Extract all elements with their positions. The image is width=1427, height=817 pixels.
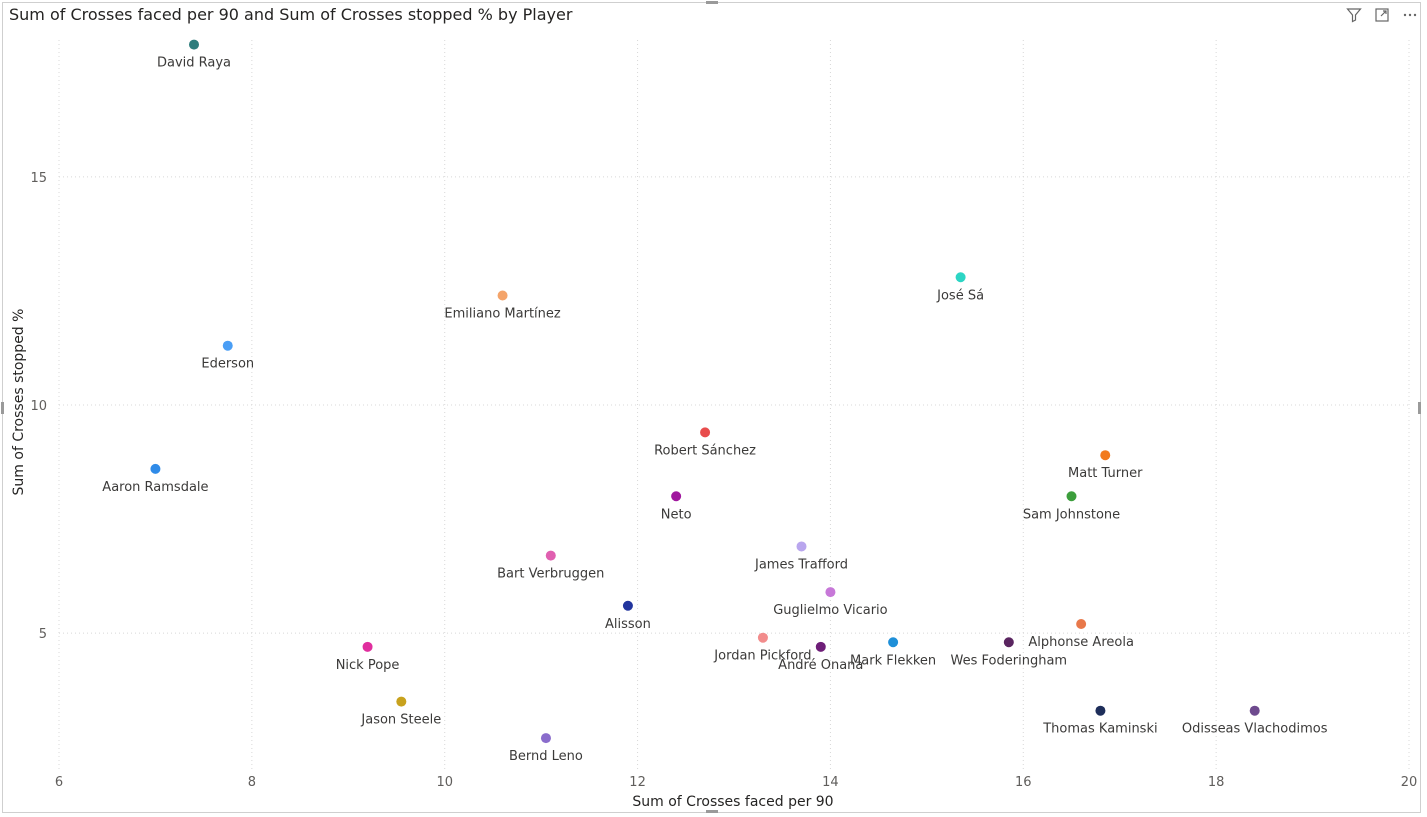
data-point-marker[interactable] <box>1066 491 1077 502</box>
data-point[interactable]: David Raya <box>157 39 231 71</box>
data-point-marker[interactable] <box>396 696 407 707</box>
y-tick-label: 10 <box>30 399 47 414</box>
data-point-label: José Sá <box>936 288 984 303</box>
data-point-label: Jordan Pickford <box>713 649 811 664</box>
data-point-label: Emiliano Martínez <box>444 307 560 322</box>
data-point-marker[interactable] <box>796 541 807 552</box>
focus-mode-icon[interactable] <box>1373 6 1391 24</box>
data-point-label: Matt Turner <box>1068 466 1143 481</box>
data-point-label: Aaron Ramsdale <box>102 480 208 495</box>
data-point-label: Alphonse Areola <box>1028 635 1134 650</box>
data-point[interactable]: José Sá <box>936 272 984 303</box>
data-point-marker[interactable] <box>757 632 768 643</box>
data-point[interactable]: Jordan Pickford <box>713 632 812 664</box>
data-point[interactable]: Ederson <box>201 340 254 372</box>
resize-handle-right[interactable] <box>1418 402 1421 414</box>
visual-header-icons <box>1345 6 1419 24</box>
data-point[interactable]: Wes Foderingham <box>951 637 1068 668</box>
data-point-label: Guglielmo Vicario <box>773 603 887 618</box>
resize-handle-left[interactable] <box>1 402 4 414</box>
data-point-label: Mark Flekken <box>850 653 936 668</box>
x-tick-label: 12 <box>629 775 646 790</box>
x-tick-label: 10 <box>436 775 453 790</box>
data-points: David Raya Ederson Aaron Ramsdale Emiliano … <box>102 39 1328 764</box>
resize-handle-top[interactable] <box>706 1 718 4</box>
data-point-label: Jason Steele <box>360 713 441 728</box>
x-axis-label: Sum of Crosses faced per 90 <box>632 794 833 810</box>
data-point-marker[interactable] <box>362 641 373 652</box>
x-tick-label: 18 <box>1208 775 1225 790</box>
y-tick-label: 5 <box>39 627 47 642</box>
x-tick-label: 14 <box>822 775 839 790</box>
data-point[interactable]: Jason Steele <box>360 696 441 728</box>
data-point-label: Alisson <box>605 617 651 632</box>
y-axis-ticks: 5 10 15 <box>30 171 47 642</box>
grid-lines <box>58 40 1410 770</box>
resize-handle-bottom[interactable] <box>706 810 718 813</box>
data-point-label: Ederson <box>201 357 254 372</box>
data-point[interactable]: Matt Turner <box>1068 450 1143 481</box>
data-point-marker[interactable] <box>815 641 826 652</box>
data-point[interactable]: James Trafford <box>754 541 848 572</box>
data-point-label: Neto <box>661 507 692 522</box>
data-point[interactable]: Emiliano Martínez <box>444 290 561 322</box>
data-point[interactable]: Odisseas Vlachodimos <box>1182 705 1328 737</box>
data-point[interactable]: Sam Johnstone <box>1023 491 1120 522</box>
data-point[interactable]: Bernd Leno <box>509 733 583 764</box>
data-point[interactable]: Robert Sánchez <box>654 427 756 458</box>
data-point-marker[interactable] <box>1095 705 1106 716</box>
data-point-marker[interactable] <box>622 600 633 611</box>
data-point[interactable]: Neto <box>661 491 692 522</box>
data-point-label: Wes Foderingham <box>951 653 1068 668</box>
data-point-label: Thomas Kaminski <box>1042 722 1157 737</box>
data-point-marker[interactable] <box>1003 637 1014 648</box>
data-point-marker[interactable] <box>222 340 233 351</box>
y-axis-label: Sum of Crosses stopped % <box>11 309 27 496</box>
data-point[interactable]: Mark Flekken <box>850 637 936 668</box>
data-point-marker[interactable] <box>700 427 711 438</box>
filter-icon[interactable] <box>1345 6 1363 24</box>
data-point-marker[interactable] <box>825 587 836 598</box>
x-tick-label: 16 <box>1015 775 1032 790</box>
data-point-label: André Onana <box>778 658 863 673</box>
x-axis-ticks: 6 8 10 12 14 16 18 20 <box>55 775 1417 790</box>
data-point[interactable]: Bart Verbruggen <box>497 550 604 582</box>
data-point-marker[interactable] <box>189 39 199 50</box>
data-point[interactable]: Aaron Ramsdale <box>102 463 209 495</box>
y-tick-label: 15 <box>30 171 47 186</box>
data-point-marker[interactable] <box>545 550 556 561</box>
data-point[interactable]: Thomas Kaminski <box>1042 705 1158 737</box>
data-point-marker[interactable] <box>497 290 508 301</box>
x-tick-label: 8 <box>248 775 256 790</box>
data-point-label: David Raya <box>157 56 231 71</box>
data-point[interactable]: Nick Pope <box>336 641 400 673</box>
data-point[interactable]: Alisson <box>605 600 651 632</box>
data-point-marker[interactable] <box>671 491 682 502</box>
data-point-marker[interactable] <box>955 272 966 283</box>
data-point-label: Bernd Leno <box>509 749 583 764</box>
x-tick-label: 6 <box>55 775 63 790</box>
more-options-icon[interactable] <box>1401 6 1419 24</box>
data-point-label: Bart Verbruggen <box>497 567 604 582</box>
data-point-marker[interactable] <box>888 637 899 648</box>
data-point-label: Nick Pope <box>336 658 400 673</box>
data-point-label: Odisseas Vlachodimos <box>1182 722 1328 737</box>
data-point-label: James Trafford <box>754 557 848 572</box>
data-point-label: Sam Johnstone <box>1023 507 1120 522</box>
data-point-marker[interactable] <box>1100 450 1111 461</box>
data-point[interactable]: André Onana <box>778 641 863 673</box>
chart-title: Sum of Crosses faced per 90 and Sum of C… <box>9 5 573 24</box>
data-point-marker[interactable] <box>150 463 161 474</box>
data-point-marker[interactable] <box>1249 705 1260 716</box>
data-point[interactable]: Guglielmo Vicario <box>773 587 888 618</box>
data-point[interactable]: Alphonse Areola <box>1028 619 1134 650</box>
data-point-marker[interactable] <box>1076 619 1087 629</box>
data-point-marker[interactable] <box>540 733 551 744</box>
x-tick-label: 20 <box>1401 775 1418 790</box>
data-point-label: Robert Sánchez <box>654 443 756 458</box>
